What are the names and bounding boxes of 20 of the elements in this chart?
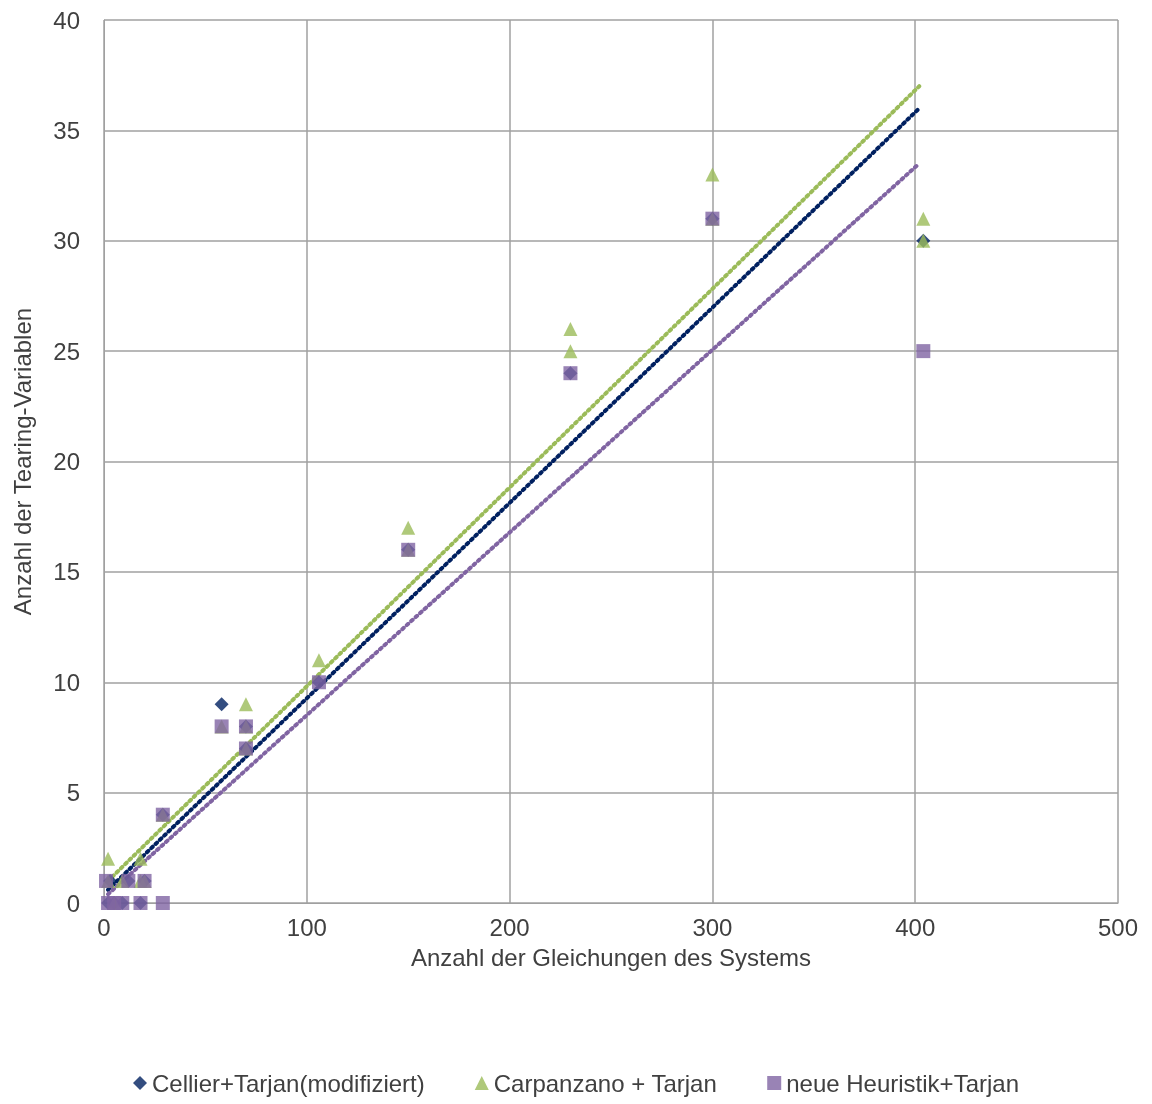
- legend-label: neue Heuristik+Tarjan: [786, 1069, 1020, 1097]
- y-tick-label: 25: [53, 337, 80, 365]
- x-tick-label: 300: [692, 913, 733, 941]
- y-tick-label: 40: [53, 6, 80, 34]
- y-tick-label: 30: [53, 227, 80, 255]
- x-tick-label: 100: [286, 913, 327, 941]
- x-axis-title: Anzahl der Gleichungen des Systems: [410, 943, 812, 971]
- y-tick-label: 35: [53, 116, 80, 144]
- y-tick-label: 10: [53, 668, 80, 696]
- x-tick-label: 200: [489, 913, 530, 941]
- x-tick-label: 400: [895, 913, 936, 941]
- y-tick-label: 20: [53, 448, 80, 475]
- y-axis-title: Anzahl der Tearing-Variablen: [8, 307, 36, 616]
- y-tick-label: 15: [53, 558, 80, 586]
- legend-label: Carpanzano + Tarjan: [493, 1069, 717, 1097]
- x-tick-label: 500: [1097, 913, 1139, 941]
- y-tick-label: 5: [66, 779, 80, 807]
- x-tick-label: 0: [97, 913, 111, 941]
- legend-label: Cellier+Tarjan(modifiziert): [151, 1069, 425, 1097]
- y-tick-label: 0: [66, 889, 80, 917]
